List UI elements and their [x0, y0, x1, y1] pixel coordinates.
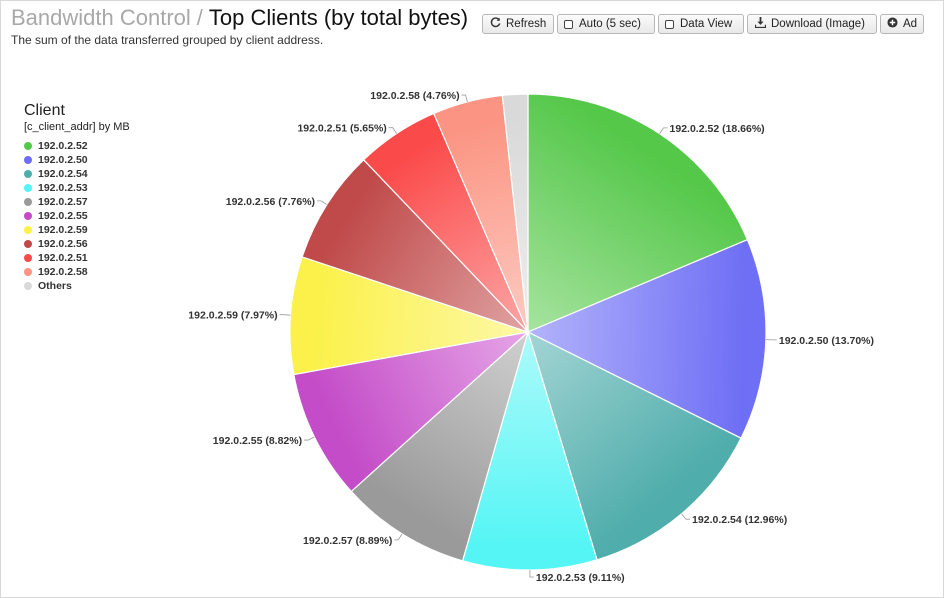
legend-color-dot [24, 198, 32, 206]
label-connector [659, 127, 668, 134]
legend-item[interactable]: 192.0.2.54 [24, 167, 130, 181]
label-connector [394, 533, 403, 541]
legend-color-dot [24, 282, 32, 290]
legend-item-label: 192.0.2.59 [38, 224, 88, 236]
slice-label: 192.0.2.56 (7.76%) [226, 196, 315, 208]
pie-slice[interactable] [350, 330, 530, 562]
slice-label: 192.0.2.52 (18.66%) [670, 123, 765, 135]
chart-legend: Client [c_client_addr] by MB 192.0.2.52 1… [24, 101, 130, 293]
legend-item-label: 192.0.2.54 [38, 168, 88, 180]
legend-color-dot [24, 156, 32, 164]
legend-item[interactable]: 192.0.2.50 [24, 153, 130, 167]
add-label: Ad [903, 18, 918, 30]
data-view-toggle[interactable]: Data View [658, 14, 744, 34]
download-label: Download (Image) [771, 18, 865, 30]
page-title: Top Clients (by total bytes) [208, 5, 469, 30]
refresh-label: Refresh [506, 18, 547, 30]
legend-item-label: 192.0.2.56 [38, 238, 88, 250]
slice-label: 192.0.2.58 (4.76%) [370, 90, 459, 102]
legend-color-dot [24, 170, 32, 178]
auto-refresh-toggle[interactable]: Auto (5 sec) [557, 14, 655, 34]
legend-color-dot [24, 226, 32, 234]
page-subtitle: The sum of the data transferred grouped … [11, 33, 324, 47]
slice-label: 192.0.2.54 (12.96%) [692, 514, 787, 526]
checkbox-icon [665, 19, 674, 29]
label-connector [681, 513, 691, 520]
legend-color-dot [24, 268, 32, 276]
refresh-button[interactable]: Refresh [482, 14, 554, 34]
refresh-icon [489, 17, 501, 31]
legend-color-dot [24, 240, 32, 248]
legend-item[interactable]: 192.0.2.57 [24, 195, 130, 209]
legend-title: Client [24, 102, 65, 119]
legend-item-label: 192.0.2.58 [38, 266, 88, 278]
label-connector [388, 127, 397, 134]
data-view-label: Data View [680, 18, 733, 30]
pie-slice[interactable] [527, 330, 742, 561]
label-connector [461, 94, 468, 102]
plus-circle-icon [887, 17, 898, 31]
slice-label: 192.0.2.53 (9.11%) [536, 572, 625, 584]
breadcrumb[interactable]: Bandwidth Control [11, 5, 191, 30]
legend-color-dot [24, 142, 32, 150]
breadcrumb-separator: / [196, 5, 203, 30]
add-button[interactable]: Ad [880, 14, 924, 34]
legend-item[interactable]: 192.0.2.58 [24, 265, 130, 279]
legend-item[interactable]: 192.0.2.53 [24, 181, 130, 195]
checkbox-icon [564, 19, 573, 29]
legend-item-label: 192.0.2.50 [38, 154, 88, 166]
legend-item-label: Others [38, 280, 72, 292]
pie-slice[interactable] [461, 329, 598, 571]
legend-item-label: 192.0.2.57 [38, 196, 88, 208]
legend-item-label: 192.0.2.52 [38, 140, 88, 152]
slice-label: 192.0.2.55 (8.82%) [213, 435, 302, 447]
legend-item[interactable]: 192.0.2.52 [24, 139, 130, 153]
legend-item[interactable]: 192.0.2.51 [24, 251, 130, 265]
legend-item-label: 192.0.2.51 [38, 252, 88, 264]
legend-color-dot [24, 254, 32, 262]
toolbar: Refresh Auto (5 sec) Data View Download … [482, 14, 924, 36]
pie-slice[interactable] [501, 93, 529, 333]
download-icon [754, 17, 766, 31]
legend-item[interactable]: 192.0.2.56 [24, 237, 130, 251]
legend-color-dot [24, 184, 32, 192]
legend-item[interactable]: 192.0.2.59 [24, 223, 130, 237]
pie-slice[interactable] [293, 331, 530, 493]
legend-item-label: 192.0.2.53 [38, 182, 88, 194]
page-header: Bandwidth Control / Top Clients (by total … [11, 4, 468, 32]
legend-color-dot [24, 212, 32, 220]
legend-item[interactable]: Others [24, 279, 130, 293]
slice-label: 192.0.2.57 (8.89%) [303, 535, 392, 547]
legend-item-label: 192.0.2.55 [38, 210, 88, 222]
auto-refresh-label: Auto (5 sec) [579, 18, 641, 30]
slice-label: 192.0.2.51 (5.65%) [297, 123, 386, 135]
download-image-button[interactable]: Download (Image) [747, 14, 877, 34]
label-connector [317, 200, 328, 205]
legend-items: 192.0.2.52 192.0.2.50 192.0.2.54 192.0.2.53… [24, 139, 130, 293]
slice-label: 192.0.2.59 (7.97%) [188, 310, 277, 322]
label-connector [304, 436, 315, 441]
label-connector [529, 569, 534, 578]
legend-subtitle: [c_client_addr] by MB [24, 121, 130, 133]
legend-item[interactable]: 192.0.2.55 [24, 209, 130, 223]
slice-label: 192.0.2.50 (13.70%) [779, 335, 874, 347]
